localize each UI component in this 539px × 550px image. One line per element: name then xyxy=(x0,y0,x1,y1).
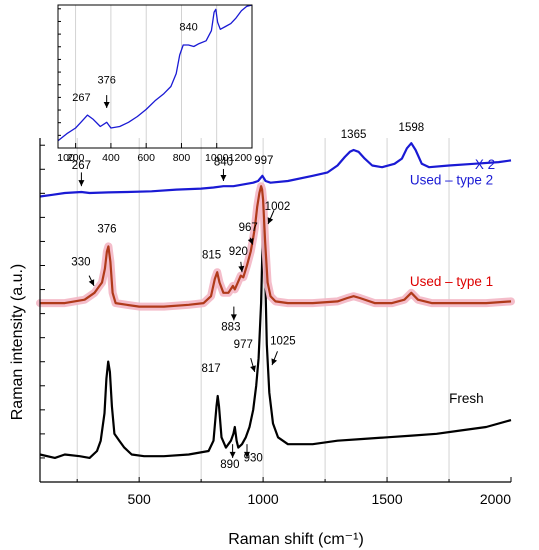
main-x-tick-label: 1500 xyxy=(371,491,402,507)
main-peak-label: 890 xyxy=(220,459,239,471)
main-series-0-line xyxy=(39,219,512,459)
main-peak-label: 997 xyxy=(254,155,273,167)
inset-frame xyxy=(57,4,253,149)
main-peak-label: 967 xyxy=(239,222,258,234)
main-peak-arrowhead xyxy=(267,217,274,224)
main-peak-arrowhead xyxy=(230,314,237,321)
inset-peak-arrowhead xyxy=(103,101,110,108)
inset-x-tick-label: 1200 xyxy=(229,152,253,164)
main-peak-label: 1365 xyxy=(341,129,367,141)
inset-x-edge-label: 100 xyxy=(57,152,75,164)
inset-series-group xyxy=(57,4,253,142)
main-peak-arrowhead xyxy=(250,365,256,372)
main-series-2-line xyxy=(39,142,512,198)
main-peak-label: 930 xyxy=(244,452,263,464)
main-peak-label: 840 xyxy=(214,157,233,169)
inset-peak-label: 267 xyxy=(72,92,90,104)
main-peak-label: 920 xyxy=(229,246,248,258)
inset-gridlines xyxy=(75,5,218,148)
inset-x-tick-label: 800 xyxy=(173,152,191,164)
main-peak-label: 267 xyxy=(72,160,91,172)
y-axis-title: Raman intensity (a.u.) xyxy=(9,264,26,421)
main-peak-arrowhead xyxy=(220,175,227,181)
main-peak-label: 977 xyxy=(234,339,253,351)
main-axes: 500 1000 1500 2000 xyxy=(39,138,512,507)
inset-annotations: 840 267 376 xyxy=(72,22,198,108)
main-peak-label: 376 xyxy=(97,224,116,236)
inset-peak-label: 840 xyxy=(179,22,197,34)
main-x-tick-label: 1000 xyxy=(248,491,279,507)
main-series-label: Fresh xyxy=(449,391,484,406)
main-peak-label: 330 xyxy=(71,256,90,268)
inset-series-0-line xyxy=(57,4,253,142)
inset-x-tick-label: 200 xyxy=(67,152,85,164)
main-peak-arrowhead xyxy=(271,358,278,366)
inset-x-tick-label: 600 xyxy=(137,152,155,164)
main-peak-label: 1598 xyxy=(399,122,425,134)
main-chart: 500 1000 1500 2000 Fresh Used – type 1 Used –… xyxy=(9,122,515,548)
main-series-label: Used – type 2 xyxy=(410,172,493,187)
main-series-group xyxy=(36,142,515,459)
main-x-tick-label: 2000 xyxy=(480,491,511,507)
inset-chart: 200 400 600 800 1000 1200 100 840 267 376 xyxy=(57,4,253,164)
main-x-tick-label: 500 xyxy=(127,491,151,507)
main-annotations: Fresh Used – type 1 Used – type 2X 2 267 840… xyxy=(71,122,495,471)
main-peak-arrowhead xyxy=(88,279,95,286)
x-axis-title: Raman shift (cm⁻¹) xyxy=(228,531,364,548)
main-peak-arrowhead xyxy=(229,451,236,458)
main-peak-label: 815 xyxy=(202,249,221,261)
main-peak-label: 883 xyxy=(221,322,240,334)
main-peak-arrowhead xyxy=(243,451,250,458)
main-peak-label: 1002 xyxy=(265,201,291,213)
inset-peak-label: 376 xyxy=(97,75,115,87)
main-series-1-line xyxy=(40,185,512,308)
inset-axes: 200 400 600 800 1000 1200 100 xyxy=(57,4,253,164)
main-peak-label: 817 xyxy=(201,363,220,375)
inset-x-tick-label: 400 xyxy=(102,152,120,164)
inset-x-tick-label: 1000 xyxy=(205,152,229,164)
main-peak-arrowhead xyxy=(238,265,245,273)
main-peak-arrowhead xyxy=(78,180,85,187)
main-series-label: X 2 xyxy=(475,157,495,172)
main-peak-arrowhead xyxy=(247,237,254,245)
main-peak-label: 1025 xyxy=(270,335,296,347)
main-series-label: Used – type 1 xyxy=(410,274,493,289)
